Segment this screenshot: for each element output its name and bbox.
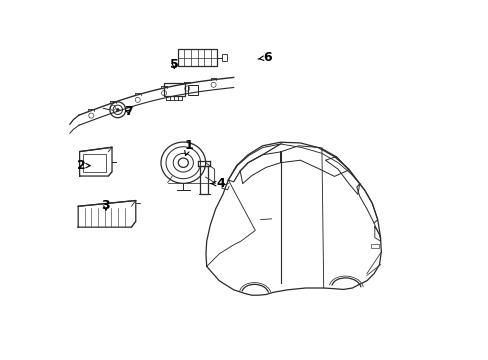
Circle shape [116,108,119,111]
Bar [187,85,198,95]
Bar [200,166,208,194]
Bar [83,154,105,172]
Text: 3: 3 [102,199,110,212]
Text: 6: 6 [258,51,272,64]
Text: 5: 5 [169,58,178,71]
Text: 2: 2 [77,159,90,172]
Bar [178,49,217,66]
Text: 1: 1 [184,139,193,156]
Text: 4: 4 [211,177,225,190]
Bar [163,83,185,96]
Bar [370,244,378,248]
Text: 7: 7 [124,105,133,118]
Bar [222,54,226,61]
